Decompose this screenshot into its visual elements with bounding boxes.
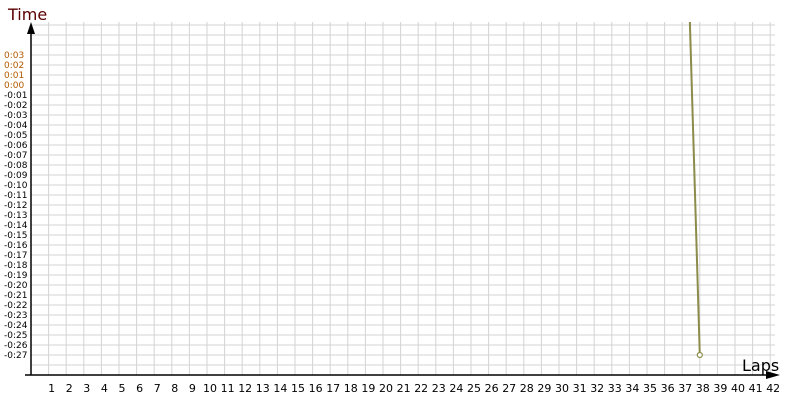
x-tick-label: 37 [678, 382, 692, 395]
x-tick-label: 20 [379, 382, 393, 395]
x-tick-label: 41 [749, 382, 763, 395]
x-tick-label: 2 [66, 382, 73, 395]
y-tick-label: -0:25 [4, 331, 27, 341]
y-tick-label: -0:05 [4, 131, 27, 141]
y-tick-label: -0:16 [4, 241, 28, 251]
x-tick-label: 24 [449, 382, 463, 395]
x-tick-label: 32 [590, 382, 604, 395]
y-tick-label: -0:21 [4, 291, 27, 301]
x-tick-label: 39 [713, 382, 727, 395]
y-tick-labels: 0:030:020:010:00-0:01-0:02-0:03-0:04-0:0… [4, 51, 28, 361]
x-tick-label: 19 [361, 382, 375, 395]
y-tick-label: -0:06 [4, 141, 28, 151]
y-tick-label: -0:01 [4, 91, 27, 101]
x-tick-label: 7 [154, 382, 161, 395]
y-tick-label: -0:12 [4, 201, 27, 211]
x-tick-label: 29 [537, 382, 551, 395]
x-tick-label: 31 [573, 382, 587, 395]
data-point [696, 351, 703, 359]
y-tick-label: -0:08 [4, 161, 28, 171]
y-tick-label: -0:19 [4, 271, 28, 281]
x-tick-label: 42 [766, 382, 780, 395]
x-tick-label: 17 [326, 382, 340, 395]
x-tick-label: 18 [344, 382, 358, 395]
x-tick-label: 33 [608, 382, 622, 395]
y-tick-label: -0:15 [4, 231, 27, 241]
y-tick-label: -0:27 [4, 351, 27, 361]
x-tick-label: 22 [414, 382, 428, 395]
x-tick-label: 14 [273, 382, 287, 395]
y-tick-label: 0:01 [4, 71, 24, 81]
x-tick-label: 12 [238, 382, 252, 395]
x-tick-label: 6 [136, 382, 143, 395]
x-tick-label: 35 [643, 382, 657, 395]
y-tick-label: -0:11 [4, 191, 27, 201]
x-tick-label: 5 [119, 382, 126, 395]
y-tick-label: -0:07 [4, 151, 27, 161]
x-tick-label: 21 [397, 382, 411, 395]
y-tick-label: -0:09 [4, 171, 28, 181]
y-tick-label: -0:10 [4, 181, 28, 191]
x-tick-label: 23 [432, 382, 446, 395]
y-tick-label: -0:23 [4, 311, 27, 321]
y-tick-label: 0:03 [4, 51, 24, 61]
grid [31, 22, 775, 375]
x-tick-label: 36 [661, 382, 675, 395]
y-tick-label: 0:00 [4, 81, 24, 91]
x-tick-label: 3 [83, 382, 90, 395]
y-axis-title: Time [7, 5, 47, 24]
x-tick-label: 28 [520, 382, 534, 395]
x-tick-label: 16 [309, 382, 323, 395]
x-tick-label: 30 [555, 382, 569, 395]
y-tick-label: -0:18 [4, 261, 28, 271]
y-tick-label: -0:04 [4, 121, 28, 131]
x-tick-label: 15 [291, 382, 305, 395]
x-tick-label: 4 [101, 382, 108, 395]
x-tick-label: 8 [171, 382, 178, 395]
y-axis-arrow [27, 22, 35, 34]
x-tick-label: 40 [731, 382, 745, 395]
series [688, 22, 703, 359]
x-tick-label: 25 [467, 382, 481, 395]
y-tick-label: -0:20 [4, 281, 28, 291]
x-tick-label: 34 [625, 382, 639, 395]
x-tick-label: 26 [485, 382, 499, 395]
series-line [688, 22, 701, 356]
x-tick-label: 9 [189, 382, 196, 395]
y-tick-label: -0:03 [4, 111, 27, 121]
y-tick-label: -0:22 [4, 301, 27, 311]
x-tick-label: 13 [256, 382, 270, 395]
y-tick-label: 0:02 [4, 61, 24, 71]
x-tick-label: 27 [502, 382, 516, 395]
y-tick-label: -0:26 [4, 341, 28, 351]
x-tick-label: 10 [203, 382, 217, 395]
x-tick-label: 1 [48, 382, 55, 395]
y-tick-label: -0:14 [4, 221, 28, 231]
x-tick-label: 38 [696, 382, 710, 395]
x-tick-label: 11 [221, 382, 235, 395]
x-tick-labels: 1 2 3 4 5 6 7 8 9 10 11 12 13 14 15 16 17 18 19 20 21 22 23 24 2… [48, 382, 780, 395]
y-tick-label: -0:17 [4, 251, 27, 261]
y-tick-label: -0:13 [4, 211, 27, 221]
y-tick-label: -0:24 [4, 321, 28, 331]
y-tick-label: -0:02 [4, 101, 27, 111]
x-axis-title: Laps [742, 356, 779, 375]
x-axis-arrow [766, 371, 780, 379]
